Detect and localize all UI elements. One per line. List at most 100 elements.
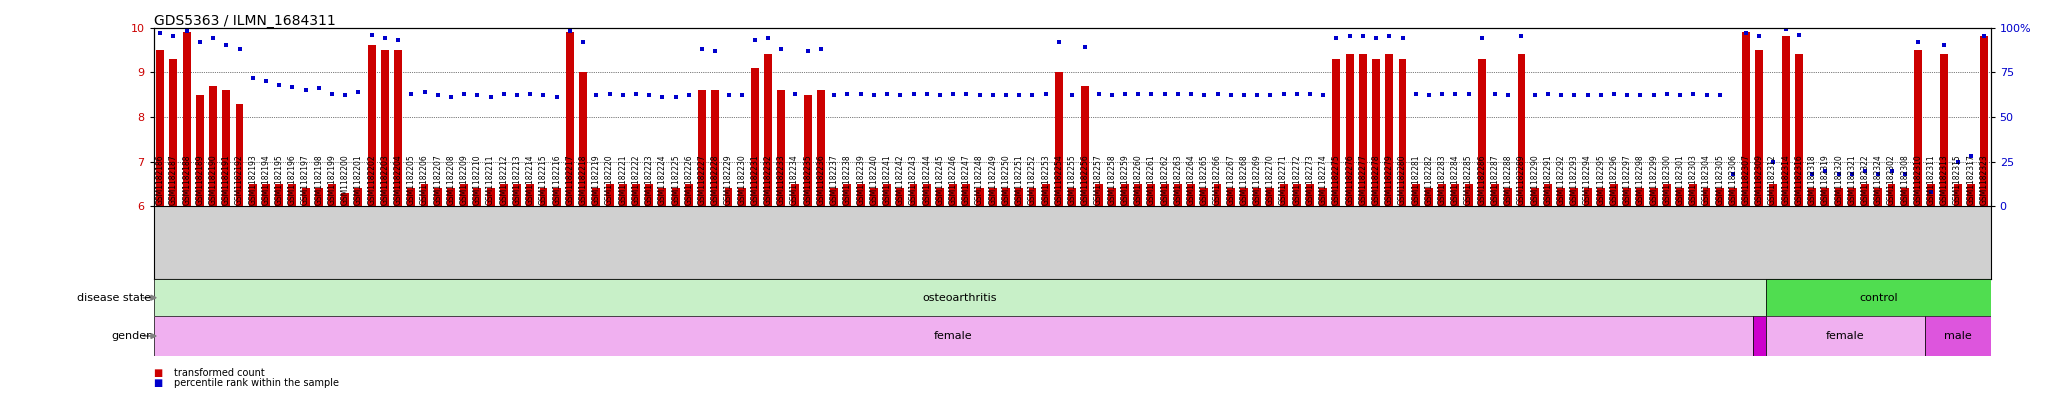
- Bar: [1174, 184, 1182, 206]
- Point: [315, 90, 348, 97]
- Bar: [315, 188, 324, 206]
- Point: [1823, 171, 1855, 177]
- Point: [870, 90, 903, 97]
- Bar: [856, 184, 864, 206]
- Point: [1200, 90, 1233, 97]
- Bar: [778, 90, 784, 206]
- Text: female: female: [1827, 331, 1864, 341]
- Point: [395, 90, 428, 97]
- Bar: [1544, 184, 1552, 206]
- Point: [567, 39, 600, 45]
- Point: [1704, 92, 1737, 99]
- Point: [659, 94, 692, 100]
- Bar: [803, 95, 811, 206]
- Point: [1413, 92, 1446, 99]
- Bar: [487, 188, 494, 206]
- Point: [1915, 189, 1948, 195]
- Point: [1161, 90, 1194, 97]
- Bar: [301, 188, 309, 206]
- Bar: [989, 188, 997, 206]
- Bar: [1753, 316, 1765, 356]
- Point: [276, 83, 309, 90]
- Point: [209, 42, 242, 48]
- Bar: [354, 188, 362, 206]
- Text: ■: ■: [154, 368, 164, 378]
- Point: [1057, 92, 1090, 99]
- Point: [1757, 158, 1790, 165]
- Bar: [170, 59, 178, 206]
- Bar: [659, 188, 666, 206]
- Bar: [633, 184, 639, 206]
- Bar: [1411, 184, 1419, 206]
- Bar: [1399, 59, 1407, 206]
- Point: [475, 94, 508, 100]
- Bar: [420, 184, 428, 206]
- Point: [858, 92, 891, 99]
- Point: [487, 90, 520, 97]
- Bar: [1384, 54, 1393, 206]
- Bar: [539, 188, 547, 206]
- Bar: [1571, 188, 1579, 206]
- Bar: [248, 184, 256, 206]
- Point: [500, 92, 532, 99]
- Point: [449, 90, 481, 97]
- Text: percentile rank within the sample: percentile rank within the sample: [174, 378, 340, 388]
- Bar: [156, 50, 164, 206]
- Point: [1876, 167, 1909, 174]
- Bar: [1028, 188, 1036, 206]
- Bar: [434, 188, 442, 206]
- Bar: [1663, 184, 1671, 206]
- Point: [885, 92, 918, 99]
- Point: [236, 74, 268, 81]
- Bar: [1847, 188, 1855, 206]
- Bar: [209, 86, 217, 206]
- Bar: [1346, 54, 1354, 206]
- Bar: [1333, 59, 1341, 206]
- Bar: [1372, 59, 1380, 206]
- Point: [1346, 33, 1378, 40]
- Point: [1518, 92, 1550, 99]
- Bar: [1239, 188, 1247, 206]
- Bar: [1808, 188, 1817, 206]
- Point: [633, 92, 666, 99]
- Bar: [817, 90, 825, 206]
- Point: [1612, 92, 1645, 99]
- Bar: [1690, 184, 1698, 206]
- Point: [1307, 92, 1339, 99]
- Bar: [1651, 188, 1657, 206]
- Point: [725, 92, 758, 99]
- Point: [1942, 158, 1974, 165]
- Point: [1835, 171, 1868, 177]
- Point: [911, 90, 944, 97]
- Point: [1927, 42, 1960, 48]
- Bar: [446, 188, 455, 206]
- Bar: [645, 184, 653, 206]
- Point: [1399, 90, 1432, 97]
- Bar: [1597, 188, 1606, 206]
- Point: [686, 46, 719, 52]
- Point: [1782, 31, 1815, 38]
- Text: osteoarthritis: osteoarthritis: [922, 293, 997, 303]
- Point: [1505, 33, 1538, 40]
- Bar: [909, 184, 918, 206]
- Point: [1796, 171, 1829, 177]
- Point: [369, 35, 401, 41]
- Point: [1135, 90, 1167, 97]
- Bar: [1452, 184, 1460, 206]
- Bar: [1479, 59, 1485, 206]
- Point: [698, 48, 731, 54]
- Point: [580, 92, 612, 99]
- Bar: [1901, 188, 1909, 206]
- Bar: [1743, 32, 1751, 206]
- Point: [1466, 35, 1499, 41]
- Bar: [725, 188, 733, 206]
- Bar: [342, 193, 350, 206]
- Bar: [1135, 184, 1143, 206]
- Point: [1386, 35, 1419, 41]
- Point: [1188, 92, 1221, 99]
- Text: male: male: [1944, 331, 1972, 341]
- Point: [514, 90, 547, 97]
- Bar: [514, 184, 520, 206]
- Bar: [1769, 184, 1776, 206]
- Bar: [1425, 188, 1434, 206]
